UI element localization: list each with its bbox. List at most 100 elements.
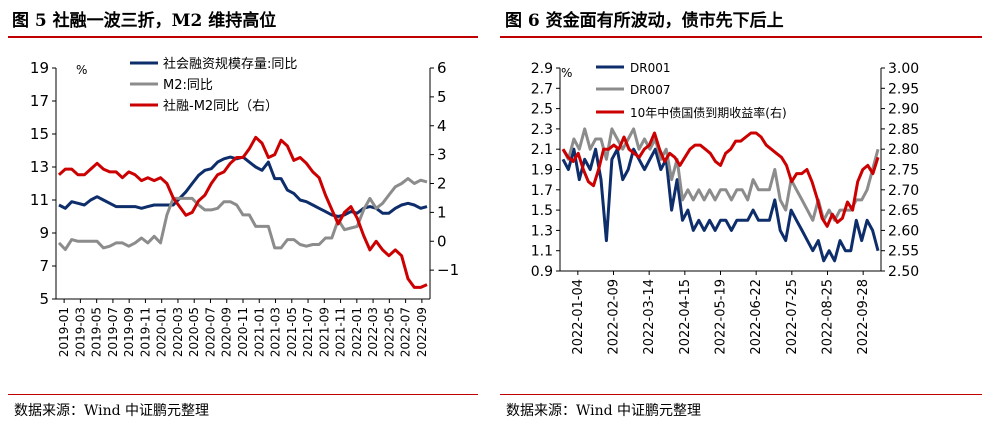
series-1	[561, 147, 880, 263]
series-2	[57, 177, 428, 251]
right-tick-label: 3.00	[888, 61, 919, 77]
x-tick-label: 2019-05	[90, 307, 104, 357]
series-line-1	[561, 147, 880, 263]
figure-6-source: 数据来源：Wind 中证鹏元整理	[506, 403, 702, 419]
x-tick-label: 2021-11	[334, 307, 348, 357]
axes: 0.9 1.1 1.3 1.5 1.7 1.9 2.1 2.3 2.5 2.7 2.9 2.50 2.5…	[531, 61, 919, 355]
series-line-2	[561, 127, 880, 222]
x-tick-label: 2022-03	[366, 307, 380, 357]
left-tick-label: 1.5	[531, 203, 553, 219]
figure-5-unit-label: %	[76, 63, 87, 77]
figure-5-source: 数据来源：Wind 中证鹏元整理	[14, 403, 210, 419]
x-tick-label: 2022-04-15	[678, 279, 693, 355]
x-tick-label: 2022-09	[415, 307, 429, 357]
x-tick-label: 2022-01-04	[571, 279, 586, 355]
left-tick-label: 5	[39, 290, 49, 308]
x-tick-label: 2022-08-25	[821, 279, 836, 355]
left-tick-label: 2.7	[531, 81, 553, 97]
series-1	[58, 155, 428, 218]
right-tick-label: 0	[437, 232, 447, 250]
x-tick-label: 2022-05	[382, 307, 396, 357]
x-tick-label: 2019-11	[138, 307, 152, 357]
x-tick-label: 2019-09	[122, 307, 136, 357]
x-tick-label: 2020-03	[171, 307, 185, 357]
figure-6-top-rule	[500, 36, 982, 38]
left-tick-label: 2.5	[531, 102, 553, 118]
right-tick-label: 6	[437, 59, 447, 77]
left-tick-label: 15	[30, 125, 49, 143]
x-tick-label: 2022-01	[350, 307, 364, 357]
left-tick-label: 9	[39, 224, 49, 242]
right-tick-label: 2.90	[888, 102, 919, 118]
x-tick-label: 2022-09-28	[856, 279, 871, 355]
series-2	[561, 127, 880, 222]
left-tick-label: 13	[30, 158, 49, 176]
left-tick-label: 1.7	[531, 183, 553, 199]
series-3	[57, 135, 428, 289]
x-tick-label: 2021-01	[252, 307, 266, 357]
figure-6-legend: DR001 DR007 10年中债国债到期收益率(右)	[596, 61, 787, 120]
right-tick-label: 2.65	[888, 203, 919, 219]
left-tick-label: 19	[30, 59, 49, 77]
figure-5-top-rule	[8, 36, 478, 38]
x-tick-label: 2019-03	[73, 307, 87, 357]
x-tick-label: 2022-07	[399, 307, 413, 357]
right-tick-label: 2.85	[888, 122, 919, 138]
x-tick-label: 2020-05	[187, 307, 201, 357]
figure-5-legend: 社会融资规模存量:同比 M2:同比 社融-M2同比（右）	[130, 56, 297, 114]
right-tick-label: 1	[437, 203, 447, 221]
right-tick-label: 2.80	[888, 142, 919, 158]
figure-5-title: 图 5 社融一波三折，M2 维持高位	[12, 11, 277, 31]
legend-label-shrongzi: 社会融资规模存量:同比	[163, 56, 297, 72]
legend-label-10y-yield: 10年中债国债到期收益率(右)	[630, 105, 787, 120]
x-tick-label: 2020-09	[220, 307, 234, 357]
right-tick-label: 4	[437, 117, 447, 135]
series-line-3	[57, 135, 428, 289]
right-tick-label: 5	[437, 88, 447, 106]
x-tick-label: 2022-03-14	[642, 279, 657, 355]
x-tick-label: 2022-02-09	[607, 279, 622, 355]
x-tick-label: 2022-07-25	[785, 279, 800, 355]
left-tick-label: 1.3	[531, 223, 553, 239]
left-tick-label: 17	[30, 92, 49, 110]
legend-label-gap: 社融-M2同比（右）	[163, 98, 278, 114]
figure-6-title: 图 6 资金面有所波动，债市先下后上	[505, 11, 784, 31]
x-tick-label: 2019-01	[57, 307, 71, 357]
right-tick-label: 2.75	[888, 163, 919, 179]
left-tick-label: 1.9	[531, 163, 553, 179]
x-tick-label: 2021-09	[317, 307, 331, 357]
x-tick-label: 2020-11	[236, 307, 250, 357]
left-tick-label: 0.9	[531, 264, 553, 280]
right-tick-label: 2.60	[888, 223, 919, 239]
right-tick-label: 2.95	[888, 81, 919, 97]
figure-5-bottom-rule	[8, 394, 478, 395]
right-tick-label: −1	[437, 261, 459, 279]
right-tick-label: 2	[437, 175, 447, 193]
right-tick-label: 2.70	[888, 183, 919, 199]
left-tick-label: 2.9	[531, 61, 553, 77]
left-tick-label: 1.1	[531, 244, 553, 260]
right-tick-label: 2.50	[888, 264, 919, 280]
x-tick-label: 2022-05-19	[714, 279, 729, 355]
series-line-2	[57, 177, 428, 251]
x-tick-label: 2022-06-22	[749, 279, 764, 355]
x-tick-label: 2020-01	[155, 307, 169, 357]
figure-6-bottom-rule	[500, 394, 982, 395]
series-3	[561, 131, 880, 228]
legend-label-dr007: DR007	[630, 83, 670, 97]
legend-label-dr001: DR001	[630, 61, 670, 75]
figure-6-unit-label: %	[561, 66, 572, 80]
legend-label-m2: M2:同比	[163, 78, 213, 93]
right-tick-label: 2.55	[888, 244, 919, 260]
left-tick-label: 2.3	[531, 122, 553, 138]
series-line-1	[58, 155, 428, 218]
left-tick-label: 11	[30, 191, 49, 209]
series-line-3	[561, 131, 880, 228]
x-tick-label: 2021-07	[301, 307, 315, 357]
x-tick-label: 2020-07	[203, 307, 217, 357]
left-tick-label: 2.1	[531, 142, 553, 158]
x-tick-label: 2021-03	[269, 307, 283, 357]
x-tick-label: 2021-05	[285, 307, 299, 357]
